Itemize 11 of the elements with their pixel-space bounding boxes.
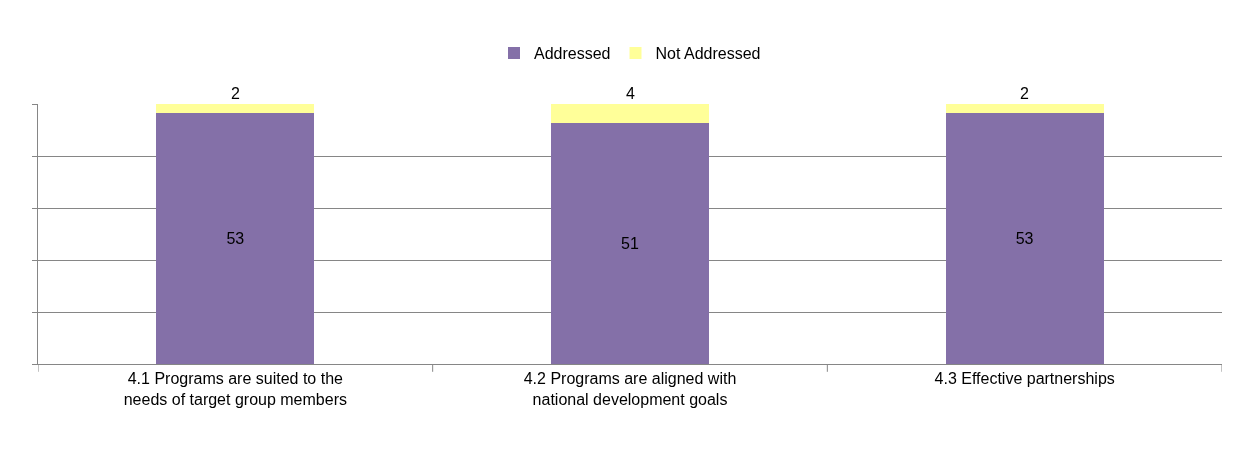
x-tick-label: 4.3 Effective partnerships <box>934 370 1115 388</box>
legend-label: Not Addressed <box>655 45 761 63</box>
x-tick-label: 4.2 Programs are aligned with national development goals <box>523 370 737 408</box>
data-label: 51 <box>621 234 639 252</box>
legend-label: Addressed <box>534 45 611 63</box>
data-label: 2 <box>1020 85 1029 102</box>
data-label: 53 <box>1015 230 1034 248</box>
data-label: 2 <box>231 85 240 102</box>
data-label: 53 <box>226 230 245 248</box>
data-label: 4 <box>626 85 635 102</box>
x-tick-label: 4.1 Programs are suited to the needs of target group members <box>123 370 347 408</box>
